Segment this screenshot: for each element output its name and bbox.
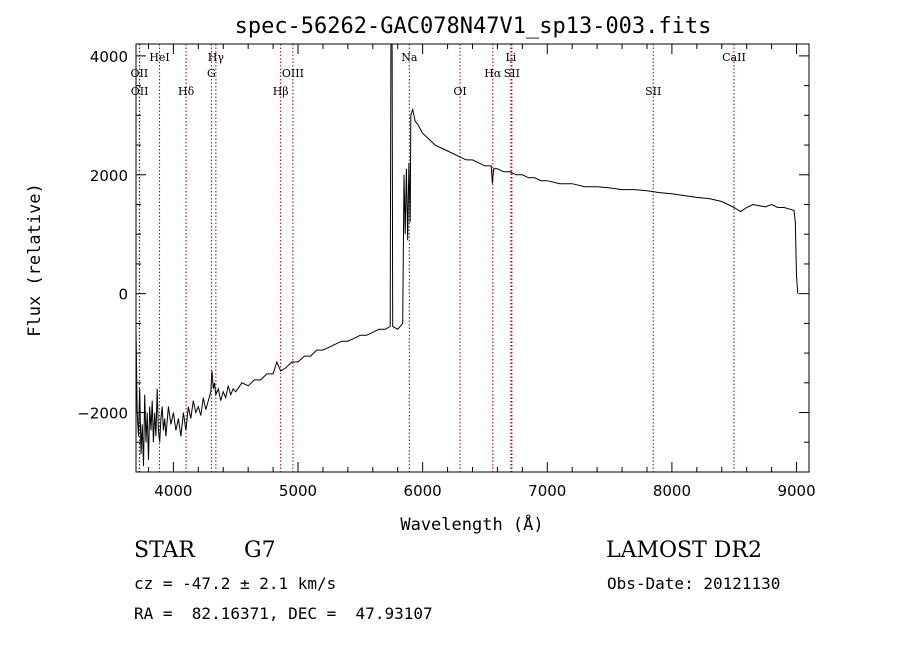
y-tick-label-3: 4000 bbox=[90, 48, 128, 66]
plot-frame bbox=[135, 43, 810, 473]
line-label-11: Li bbox=[505, 51, 516, 64]
y-axis-label: Flux (relative) bbox=[25, 183, 45, 337]
line-label-6: Hβ bbox=[273, 85, 289, 98]
ra-dec-coordinates: RA = 82.16371, DEC = 47.93107 bbox=[134, 604, 433, 623]
line-label-13: SII bbox=[645, 85, 661, 98]
line-label-10: Hα bbox=[484, 67, 502, 80]
line-label-12: SII bbox=[504, 67, 520, 80]
y-tick-label-0: −2000 bbox=[77, 405, 128, 423]
spectrum-series bbox=[135, 43, 799, 467]
chart-title: spec-56262-GAC078N47V1_sp13-003.fits bbox=[235, 14, 712, 39]
x-axis-label: Wavelength (Å) bbox=[400, 513, 543, 535]
observation-date: Obs-Date: 20121130 bbox=[607, 574, 781, 593]
x-tick-label-0: 4000 bbox=[154, 482, 192, 500]
y-tick-label-1: 0 bbox=[118, 286, 128, 304]
axis-ticks: 4000 5000 6000 7000 8000 9000 −2000 0 2000 4000 bbox=[77, 44, 816, 500]
redshift-velocity: cz = -47.2 ± 2.1 km/s bbox=[134, 574, 337, 593]
object-subclass: G7 bbox=[244, 538, 276, 563]
survey-name: LAMOST DR2 bbox=[606, 538, 762, 563]
x-tick-label-1: 5000 bbox=[279, 482, 317, 500]
line-label-1: OII bbox=[131, 85, 149, 98]
line-label-7: OIII bbox=[282, 67, 304, 80]
x-tick-label-5: 9000 bbox=[777, 482, 815, 500]
x-tick-label-2: 6000 bbox=[404, 482, 442, 500]
line-label-4: Hγ bbox=[208, 51, 225, 64]
line-label-2: HeI bbox=[149, 51, 169, 64]
line-label-9: OI bbox=[453, 85, 466, 98]
line-label-5: G bbox=[207, 67, 216, 80]
object-class: STAR bbox=[134, 538, 195, 563]
line-label-14: CaII bbox=[722, 51, 746, 64]
x-tick-label-3: 7000 bbox=[528, 482, 566, 500]
spectrum-line bbox=[135, 43, 799, 467]
y-tick-label-2: 2000 bbox=[90, 167, 128, 185]
line-label-3: Hδ bbox=[178, 85, 195, 98]
x-tick-label-4: 8000 bbox=[653, 482, 691, 500]
line-label-8: Na bbox=[401, 51, 418, 64]
